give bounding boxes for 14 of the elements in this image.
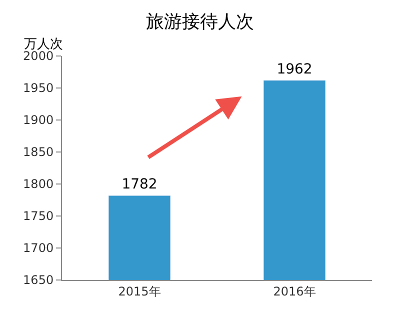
y-tick-label: 1750 [23,209,54,224]
chart-title: 旅游接待人次 [146,11,254,32]
data-label: 1782 [122,176,158,193]
y-tick-label: 1650 [23,273,54,288]
y-tick-label: 1700 [23,241,54,256]
y-tick-label: 2000 [23,49,54,64]
y-tick-label: 1800 [23,177,54,192]
x-tick-label: 2015年 [118,284,161,298]
x-tick-label: 2016年 [273,284,316,298]
data-label: 1962 [276,61,312,78]
y-tick-label: 1850 [23,145,54,160]
y-axis-title: 万人次 [24,37,63,52]
y-tick-label: 1900 [23,113,54,128]
y-tick-label: 1950 [23,81,54,96]
